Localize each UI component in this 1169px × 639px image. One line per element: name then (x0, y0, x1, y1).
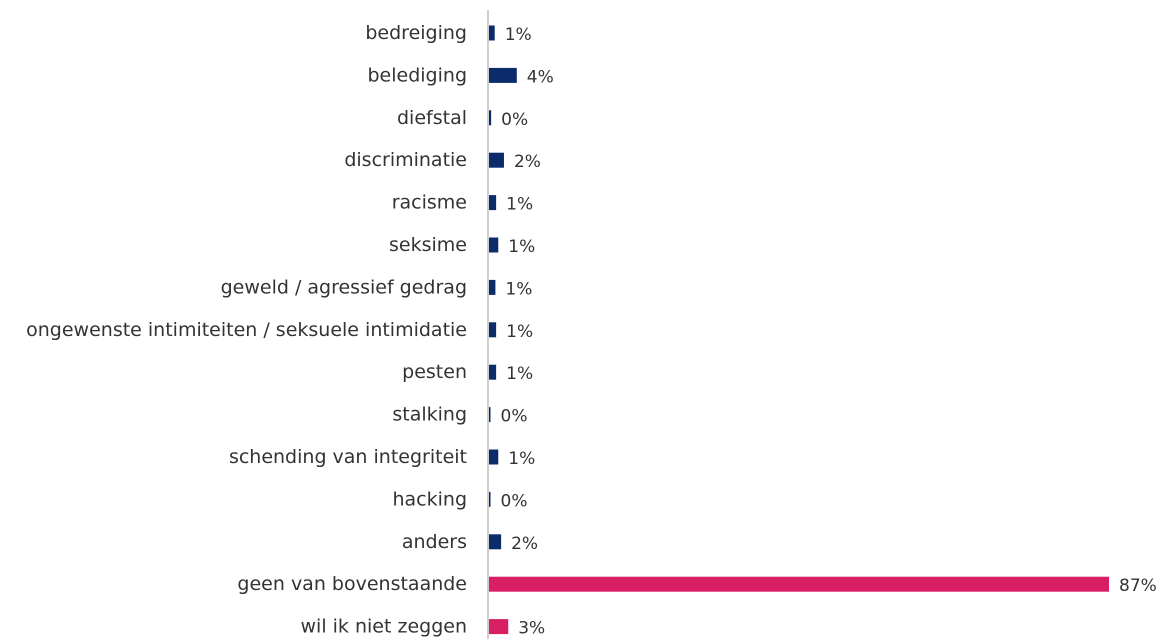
bar-row: diefstal 0% (397, 107, 528, 130)
bar (489, 491, 491, 507)
value-label: 1% (508, 237, 535, 257)
category-label: racisme (392, 192, 467, 214)
category-label: seksime (389, 234, 467, 256)
category-label: belediging (368, 64, 468, 86)
value-label: 0% (501, 407, 528, 427)
category-label: schending van integriteit (229, 446, 467, 468)
category-label: diefstal (397, 107, 467, 129)
value-label: 87% (1119, 576, 1157, 596)
bar-row: belediging 4% (368, 64, 554, 87)
bar-row: ongewenste intimiteiten / seksuele intim… (26, 319, 533, 342)
value-label: 3% (518, 619, 545, 639)
value-label: 1% (508, 449, 535, 469)
value-label: 4% (527, 67, 554, 87)
category-label: discriminatie (344, 149, 467, 171)
bar (489, 279, 496, 295)
bar-row: wil ik niet zeggen 3% (301, 616, 546, 639)
value-label: 1% (506, 195, 533, 215)
category-label: geweld / agressief gedrag (221, 276, 467, 298)
value-label: 1% (505, 279, 532, 299)
value-label: 1% (506, 364, 533, 384)
category-label: ongewenste intimiteiten / seksuele intim… (26, 319, 467, 341)
bar-row: schending van integriteit 1% (229, 446, 535, 469)
bar-row: hacking 0% (392, 488, 527, 511)
category-label: anders (402, 531, 467, 553)
bar-row: discriminatie 2% (344, 149, 541, 172)
value-label: 0% (501, 491, 528, 511)
category-label: stalking (392, 404, 467, 426)
bar-row: geweld / agressief gedrag 1% (221, 276, 533, 299)
category-label: hacking (392, 488, 467, 510)
value-label: 1% (505, 25, 532, 45)
bar (489, 407, 491, 423)
category-label: pesten (402, 361, 467, 383)
value-label: 2% (511, 534, 538, 554)
bar (489, 364, 497, 380)
bar-row: stalking 0% (392, 404, 527, 427)
bars-group: bedreiging 1% belediging 4% diefstal 0% discri… (26, 22, 1157, 639)
bar (489, 449, 499, 465)
category-label: wil ik niet zeggen (301, 616, 467, 638)
bar (489, 237, 499, 253)
bar-row: pesten 1% (402, 361, 533, 384)
value-label: 0% (501, 110, 528, 130)
bar (489, 576, 1109, 592)
bar (489, 25, 495, 41)
value-label: 2% (514, 152, 541, 172)
bar (489, 534, 502, 550)
category-label: bedreiging (365, 22, 467, 44)
value-label: 1% (506, 322, 533, 342)
bar-row: bedreiging 1% (365, 22, 531, 45)
bar-row: geen van bovenstaande 87% (237, 573, 1156, 596)
bar (489, 619, 509, 635)
bar (489, 110, 492, 126)
bar-row: anders 2% (402, 531, 538, 554)
bar (489, 322, 497, 338)
bar-row: seksime 1% (389, 234, 535, 257)
bar-row: racisme 1% (392, 192, 533, 215)
bar (489, 67, 517, 83)
bar (489, 195, 497, 211)
category-label: geen van bovenstaande (237, 573, 467, 595)
bar (489, 152, 504, 168)
